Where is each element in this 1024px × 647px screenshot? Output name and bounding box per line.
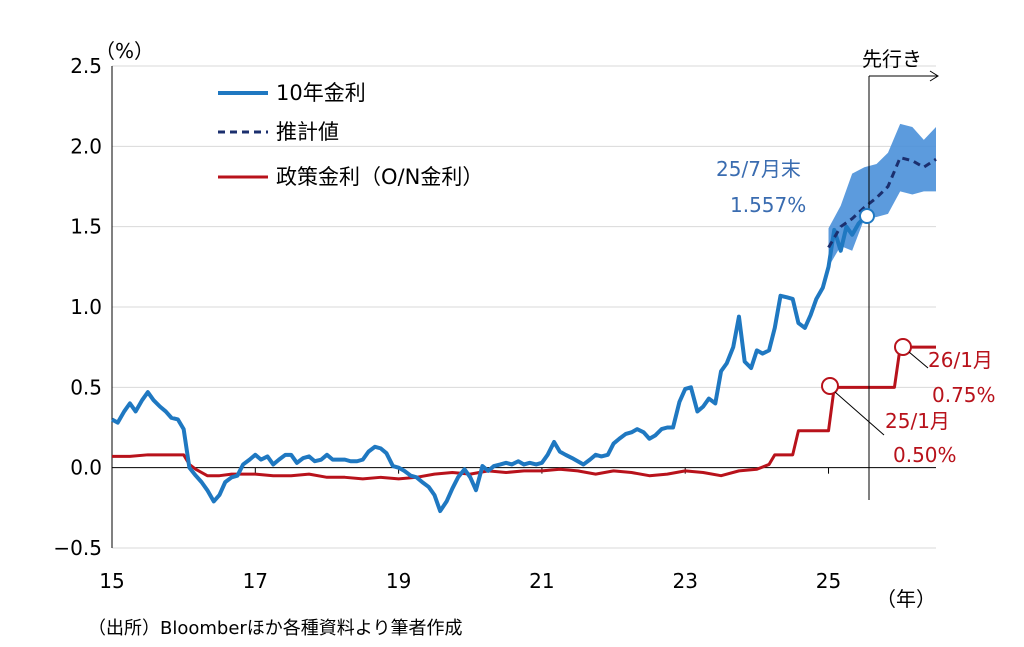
forecast-label: 先行き bbox=[862, 47, 922, 71]
tick-labels: 2.5 2.0 1.5 1.0 0.5 0.0 −0.5 15 17 19 21 23 25 bbox=[53, 54, 841, 593]
y-tick-label: 1.5 bbox=[70, 215, 102, 239]
x-tick-label: 21 bbox=[529, 569, 554, 593]
annotation-policy-2501-leader bbox=[834, 391, 885, 436]
estimate-band bbox=[828, 123, 936, 267]
y-tick-label: 2.5 bbox=[70, 54, 102, 78]
series-line-estimate bbox=[827, 156, 937, 249]
annotation-policy-2601-marker bbox=[894, 338, 912, 356]
x-tick-label: 23 bbox=[672, 569, 697, 593]
annotation-policy-2601-value: 0.75% bbox=[932, 383, 996, 407]
annotation-jgb-value: 1.557% bbox=[730, 193, 806, 217]
y-tick-label: 0.5 bbox=[70, 375, 102, 399]
legend-label-estimate: 推計値 bbox=[276, 120, 339, 144]
x-tick-label: 25 bbox=[816, 569, 841, 593]
x-tick-label: 17 bbox=[243, 569, 268, 593]
x-tick-label: 15 bbox=[99, 569, 124, 593]
legend: 10年金利 推計値 政策金利（O/N金利） bbox=[218, 81, 483, 189]
annotation-policy-2601-date: 26/1月 bbox=[928, 348, 993, 372]
annotation-jgb-date: 25/7月末 bbox=[716, 157, 801, 181]
annotation-policy-2601-leader bbox=[908, 351, 929, 369]
y-tick-label: 1.0 bbox=[70, 295, 102, 319]
y-tick-label: −0.5 bbox=[53, 536, 102, 560]
y-tick-label: 2.0 bbox=[70, 134, 102, 158]
annotation-policy-2501-value: 0.50% bbox=[893, 443, 957, 467]
annotation-policy-2501-date: 25/1月 bbox=[885, 409, 950, 433]
y-tick-label: 0.0 bbox=[70, 456, 102, 480]
estimate-band-area bbox=[828, 123, 936, 267]
series-lines bbox=[111, 156, 937, 514]
annotation-jgb-marker bbox=[859, 208, 875, 224]
source-note: （出所）Bloomberほか各種資料より筆者作成 bbox=[88, 618, 462, 639]
x-axis-label: （年） bbox=[876, 587, 936, 611]
forecast-arrowhead bbox=[929, 70, 939, 82]
gridlines bbox=[112, 65, 936, 549]
legend-label-jgb: 10年金利 bbox=[276, 81, 366, 105]
x-tick-label: 19 bbox=[386, 569, 411, 593]
annotation-policy-2501-marker bbox=[821, 377, 839, 395]
legend-label-policy: 政策金利（O/N金利） bbox=[276, 165, 483, 189]
series-line-policy-rate bbox=[112, 345, 936, 481]
series-line-10y-yield bbox=[111, 216, 866, 514]
y-axis-label: （%） bbox=[95, 39, 154, 63]
